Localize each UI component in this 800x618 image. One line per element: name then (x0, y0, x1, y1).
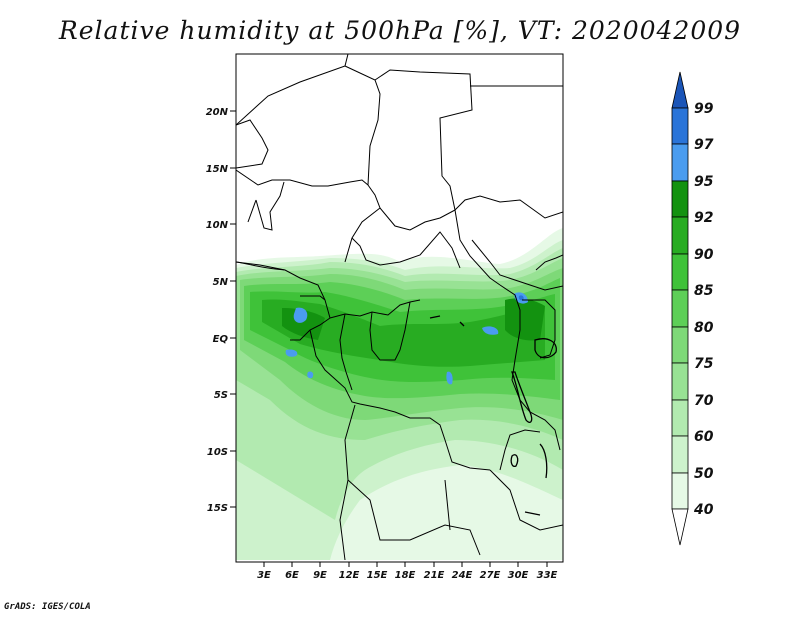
lon-tick-label: 15E (367, 570, 388, 581)
lat-tick-label: 10S (207, 447, 228, 458)
colorbar-swatch (671, 399, 689, 437)
colorbar-label: 97 (694, 137, 714, 153)
colorbar-swatch (671, 289, 689, 328)
colorbar-label: 60 (694, 429, 714, 445)
rh-92-band-east (505, 298, 545, 341)
lon-tick-label: 30E (508, 570, 529, 581)
colorbar-swatch (671, 143, 689, 182)
colorbar-top-arrow (671, 71, 689, 109)
colorbar-label: 40 (693, 502, 714, 518)
lon-tick-label: 24E (452, 570, 473, 581)
map-frame (235, 53, 564, 563)
colorbar-label: 92 (694, 210, 713, 226)
colorbar-label: 90 (694, 247, 714, 263)
colorbar (671, 71, 689, 546)
colorbar-swatch (671, 435, 689, 474)
colorbar-swatch (671, 362, 689, 401)
colorbar-swatch (671, 253, 689, 291)
colorbar-labels: 99 97 95 92 90 85 80 75 70 60 50 40 (693, 101, 714, 518)
colorbar-swatch (671, 180, 689, 218)
coastline (236, 261, 286, 271)
latitude-axis: 20N 15N 10N 5N EQ 5S 10S 15S (206, 107, 236, 514)
lat-tick-label: 20N (206, 107, 229, 118)
lon-tick-label: 33E (537, 570, 558, 581)
lat-tick-label: 10N (206, 220, 229, 231)
rh-95-spot (446, 371, 453, 385)
longitude-axis: 3E 6E 9E 12E 15E 18E 21E 24E 27E 30E 33E (257, 562, 558, 581)
colorbar-label: 99 (694, 101, 714, 117)
colorbar-label: 70 (694, 393, 714, 409)
colorbar-swatch (671, 472, 689, 510)
humidity-shading (236, 228, 563, 560)
chart-title: Relative humidity at 500hPa [%], VT: 202… (58, 16, 742, 45)
lon-tick-label: 12E (339, 570, 360, 581)
rh-95-spot (293, 307, 308, 323)
colorbar-swatch (671, 216, 689, 255)
lon-tick-label: 18E (395, 570, 416, 581)
colorbar-swatch (671, 326, 689, 364)
rh-92-band (282, 308, 325, 340)
colorbar-label: 80 (694, 320, 714, 336)
footer-credit: GrADS: IGES/COLA (4, 602, 91, 612)
lat-tick-label: 5N (213, 277, 229, 288)
colorbar-label: 50 (694, 466, 714, 482)
lat-tick-label: 15N (206, 164, 229, 175)
rh-95-spot (307, 371, 314, 379)
rh-95-spot (285, 349, 298, 357)
lat-tick-label: 5S (214, 390, 228, 401)
lat-tick-label: 15S (207, 503, 228, 514)
lakes (429, 315, 557, 516)
colorbar-label: 85 (694, 283, 714, 299)
country-borders (236, 54, 563, 561)
colorbar-bottom-arrow (671, 508, 689, 546)
rh-97-spot (518, 295, 524, 301)
rh-95-spot (482, 326, 499, 335)
lon-tick-label: 6E (285, 570, 299, 581)
colorbar-swatch (671, 107, 689, 145)
colorbar-label: 75 (694, 356, 714, 372)
rh-90-band (262, 299, 545, 367)
colorbar-label: 95 (694, 174, 714, 190)
lon-tick-label: 27E (480, 570, 501, 581)
lon-tick-label: 21E (424, 570, 445, 581)
lon-tick-label: 3E (257, 570, 271, 581)
lon-tick-label: 9E (313, 570, 327, 581)
lat-tick-label: EQ (213, 334, 229, 345)
